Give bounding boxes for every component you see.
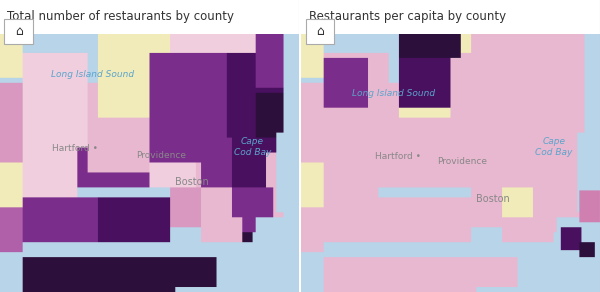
- Text: Long Island Sound: Long Island Sound: [51, 70, 134, 79]
- Text: Cape
Cod Bay: Cape Cod Bay: [535, 137, 572, 157]
- Text: Total number of restaurants by county: Total number of restaurants by county: [7, 10, 235, 23]
- Text: Boston: Boston: [476, 194, 510, 204]
- FancyBboxPatch shape: [4, 19, 33, 44]
- Text: ⌂: ⌂: [15, 25, 23, 38]
- Text: ⌂: ⌂: [316, 25, 324, 38]
- Text: Long Island Sound: Long Island Sound: [352, 88, 436, 98]
- Text: Cape
Cod Bay: Cape Cod Bay: [233, 137, 271, 157]
- FancyBboxPatch shape: [306, 19, 334, 44]
- Text: Providence: Providence: [437, 157, 487, 166]
- Bar: [301, 0, 600, 34]
- Text: Boston: Boston: [175, 177, 208, 187]
- Bar: [0, 0, 299, 34]
- Text: Hartford •: Hartford •: [374, 152, 421, 161]
- Text: Providence: Providence: [136, 151, 186, 159]
- Text: Restaurants per capita by county: Restaurants per capita by county: [309, 10, 506, 23]
- Text: Hartford •: Hartford •: [52, 144, 98, 153]
